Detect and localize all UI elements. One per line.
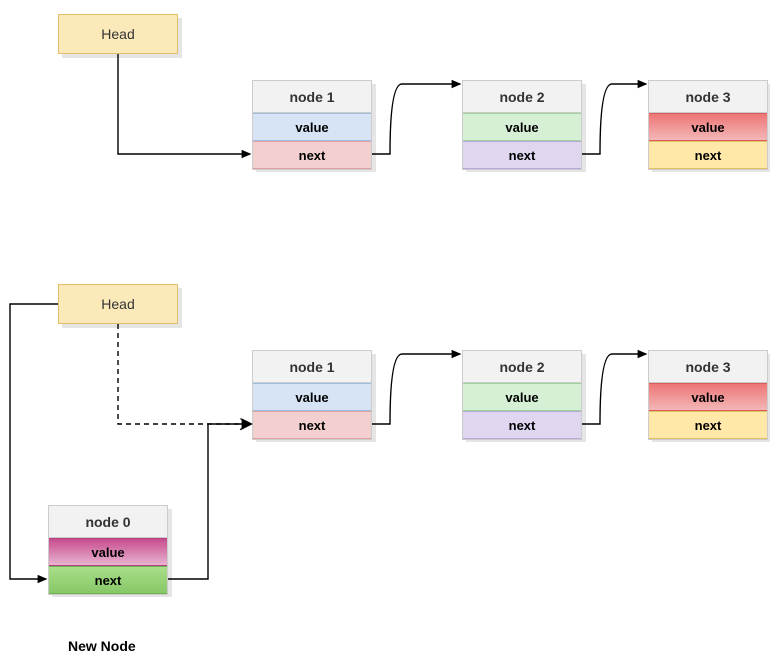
node2-next: next (463, 411, 581, 439)
node2-title: node 2 (463, 81, 581, 113)
node0-value: value (49, 538, 167, 566)
node1-box-d1: node 1 value next (252, 80, 372, 170)
head-label: Head (101, 26, 134, 42)
node3-value: value (649, 113, 767, 141)
node1-title: node 1 (253, 81, 371, 113)
node1-value: value (253, 383, 371, 411)
node1-next: next (253, 411, 371, 439)
node0-next: next (49, 566, 167, 594)
node1-next: next (253, 141, 371, 169)
node3-next: next (649, 411, 767, 439)
node0-box-d2: node 0 value next (48, 505, 168, 595)
node2-value: value (463, 113, 581, 141)
node2-box-d1: node 2 value next (462, 80, 582, 170)
node2-next: next (463, 141, 581, 169)
head-box-d1: Head (58, 14, 178, 54)
node3-next: next (649, 141, 767, 169)
node2-box-d2: node 2 value next (462, 350, 582, 440)
node2-title: node 2 (463, 351, 581, 383)
head-box-d2: Head (58, 284, 178, 324)
node0-title: node 0 (49, 506, 167, 538)
new-node-label: New Node (68, 638, 136, 654)
node3-box-d2: node 3 value next (648, 350, 768, 440)
node1-value: value (253, 113, 371, 141)
node3-title: node 3 (649, 81, 767, 113)
node3-value: value (649, 383, 767, 411)
node1-box-d2: node 1 value next (252, 350, 372, 440)
node2-value: value (463, 383, 581, 411)
node1-title: node 1 (253, 351, 371, 383)
node3-box-d1: node 3 value next (648, 80, 768, 170)
node3-title: node 3 (649, 351, 767, 383)
head-label: Head (101, 296, 134, 312)
